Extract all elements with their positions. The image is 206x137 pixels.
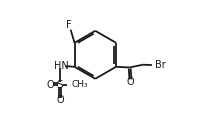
Text: S: S (56, 80, 63, 90)
Text: O: O (56, 95, 64, 105)
Text: HN: HN (54, 61, 69, 71)
Text: O: O (46, 80, 53, 90)
Text: Br: Br (154, 60, 165, 70)
Text: O: O (126, 77, 134, 87)
Text: CH₃: CH₃ (71, 80, 88, 89)
Text: F: F (66, 20, 71, 30)
